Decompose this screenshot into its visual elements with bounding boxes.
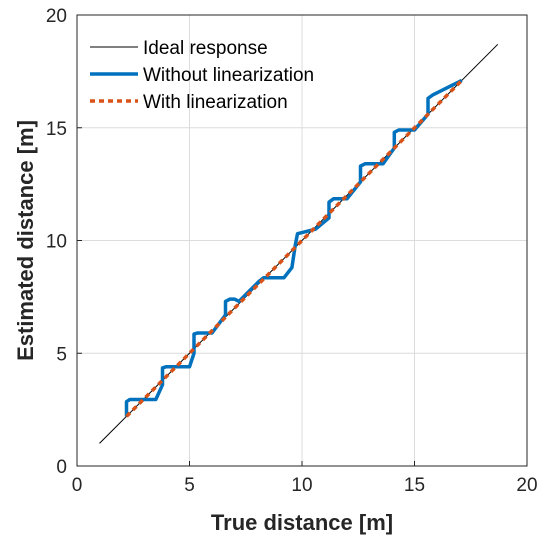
legend: Ideal response Without linearization With … — [90, 38, 314, 113]
x-tick-label: 5 — [184, 475, 195, 496]
series-line-1 — [124, 78, 463, 417]
y-tick-label: 5 — [56, 344, 67, 365]
y-axis-label: Estimated distance [m] — [13, 120, 38, 361]
y-tick-label: 20 — [46, 6, 67, 27]
x-tick-label: 10 — [291, 475, 312, 496]
x-axis-label: True distance [m] — [211, 510, 393, 535]
x-tick-label: 15 — [404, 475, 425, 496]
legend-label: With linearization — [143, 92, 288, 113]
ticks: 0 5 10 15 20 0 5 10 15 20 — [46, 6, 538, 496]
y-tick-label: 0 — [56, 457, 67, 478]
y-tick-label: 15 — [46, 119, 67, 140]
y-tick-label: 10 — [46, 232, 67, 253]
legend-label: Without linearization — [143, 65, 314, 86]
x-tick-label: 20 — [516, 475, 537, 496]
legend-label: Ideal response — [143, 38, 268, 59]
plot-lines — [99, 43, 499, 444]
series-line-2 — [125, 79, 464, 418]
x-tick-label: 0 — [72, 475, 83, 496]
